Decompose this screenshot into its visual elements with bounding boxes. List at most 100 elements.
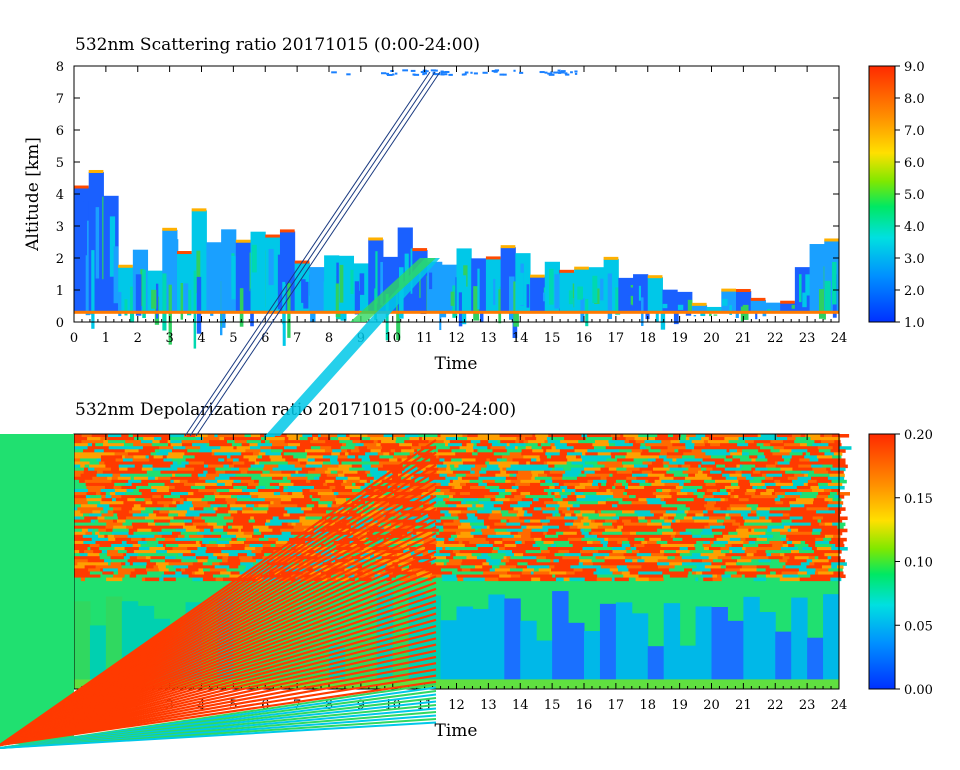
depol-noise-cell: [491, 550, 499, 554]
depol-noise-cell: [238, 458, 249, 462]
depol-noise-cell: [662, 525, 671, 530]
depol-noise-cell: [187, 479, 195, 484]
depol-noise-cell: [467, 571, 476, 576]
depol-noise-cell: [513, 534, 522, 539]
depol-noise-cell: [500, 507, 514, 511]
depol-noise-cell: [246, 553, 256, 557]
depol-noise-cell: [756, 574, 767, 579]
depol-noise-cell: [418, 434, 433, 438]
depol-noise-cell: [217, 479, 234, 484]
depol-noise-cell: [523, 513, 533, 517]
depol-noise-cell: [703, 440, 709, 444]
depol-noise-cell: [534, 568, 539, 572]
depol-noise-cell: [728, 440, 746, 444]
upper-speck: [448, 73, 453, 76]
depol-noise-cell: [606, 476, 620, 481]
depol-noise-cell: [618, 449, 632, 453]
depol-noise-cell: [398, 556, 414, 560]
depol-noise-cell: [509, 559, 515, 563]
depol-noise-cell: [613, 495, 630, 499]
depol-noise-cell: [267, 559, 275, 563]
depol-noise-cell: [318, 501, 333, 505]
depol-noise-cell: [181, 461, 189, 466]
depol-noise-cell: [600, 467, 610, 472]
scatter-column: [647, 277, 663, 313]
depol-noise-cell: [552, 562, 568, 566]
depol-noise-cell: [194, 495, 205, 499]
depol-noise-cell: [345, 537, 351, 542]
scatter-streak: [396, 293, 401, 341]
depol-noise-cell: [594, 510, 599, 514]
depol-noise-cell: [290, 507, 302, 511]
depol-noise-cell: [126, 550, 131, 554]
depol-noise-cell: [644, 495, 657, 499]
depol-noise-cell: [776, 550, 792, 554]
depol-noise-cell: [158, 434, 171, 438]
depol-noise-cell: [721, 577, 731, 582]
depol-noise-cell: [80, 577, 86, 582]
depol-noise-cell: [755, 540, 770, 545]
depol-noise-cell: [651, 470, 667, 475]
depol-noise-cell: [150, 452, 157, 456]
depol-noise-cell: [522, 556, 537, 560]
depol-noise-cell: [157, 473, 173, 478]
depol-noise-cell: [116, 470, 132, 475]
depol-noise-cell: [436, 446, 451, 450]
depol-noise-cell: [667, 446, 680, 450]
depol-noise-cell: [725, 455, 733, 459]
depol-noise-cell: [529, 504, 547, 508]
depol-noise-cell: [545, 556, 563, 560]
depol-noise-cell: [282, 449, 295, 453]
depol-noise-cell: [814, 556, 819, 560]
depol-noise-cell: [187, 553, 196, 557]
depol-noise-cell: [592, 482, 599, 487]
depol-noise-cell: [161, 528, 177, 533]
depol-noise-cell: [712, 434, 730, 438]
depol-noise-cell: [265, 522, 283, 527]
depol-noise-cell: [583, 522, 590, 527]
depol-noise-cell: [698, 577, 704, 582]
depol-noise-cell: [808, 498, 815, 502]
depol-noise-cell: [709, 571, 725, 576]
depol-noise-cell: [782, 513, 790, 517]
depol-noise-cell: [704, 537, 717, 542]
depol-noise-cell: [255, 547, 264, 551]
depol-noise-cell: [489, 513, 503, 517]
depol-noise-cell: [127, 452, 141, 456]
depol-noise-cell: [443, 461, 455, 466]
depol-noise-cell: [275, 510, 283, 514]
depol-noise-cell: [74, 482, 86, 487]
depol-noise-cell: [448, 537, 455, 542]
depol-noise-cell: [96, 485, 106, 490]
depol-noise-cell: [141, 510, 154, 514]
depol-noise-cell: [351, 482, 356, 487]
depol-noise-cell: [500, 440, 516, 444]
depol-noise-cell: [283, 488, 293, 493]
depol-noise-cell: [408, 528, 414, 533]
depol-noise-cell: [614, 464, 624, 469]
depol-noise-cell: [664, 550, 677, 554]
depol-noise-cell: [133, 504, 141, 508]
depol-noise-cell: [701, 437, 710, 441]
depol-noise-cell: [354, 446, 359, 450]
depol-noise-cell: [744, 440, 755, 444]
scatter-streak: [580, 298, 585, 322]
upper-speck: [380, 72, 387, 75]
depol-noise-cell: [663, 574, 671, 579]
depol-noise-cell: [470, 568, 480, 572]
depol-noise-cell: [719, 543, 726, 548]
depol-noise-cell: [157, 501, 173, 505]
depol-noise-cell: [74, 577, 82, 582]
depol-noise-cell: [153, 519, 171, 524]
depol-noise-cell: [660, 443, 673, 447]
depol-noise-cell: [277, 504, 289, 508]
depol-noise-cell: [129, 556, 138, 560]
depol-noise-cell: [135, 577, 143, 582]
depol-noise-cell: [195, 540, 200, 545]
depol-noise-cell: [712, 485, 726, 490]
depol-noise-cell: [217, 556, 223, 560]
depol-noise-cell: [214, 565, 230, 569]
depol-noise-cell: [748, 498, 754, 502]
depol-noise-cell: [241, 492, 250, 496]
depol-noise-cell: [127, 534, 141, 539]
